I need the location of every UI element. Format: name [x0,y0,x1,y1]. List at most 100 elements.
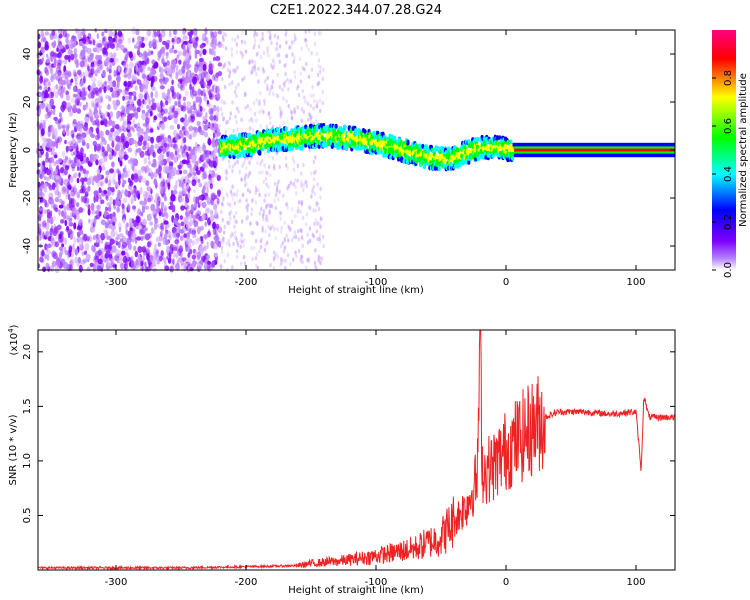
noise-speck [47,125,51,133]
noise-speck [210,31,215,39]
noise-speck [202,115,207,122]
noise-speck [65,94,71,101]
noise-speck [160,46,166,54]
faint-speck [304,37,307,43]
noise-speck [178,191,183,199]
noise-speck [90,202,95,211]
noise-speck [185,52,190,61]
noise-speck [71,197,75,206]
faint-speck [246,207,249,213]
noise-speck [96,127,100,135]
faint-speck [221,76,224,82]
faint-speck [236,159,239,165]
noise-speck [189,249,193,255]
noise-speck [137,246,143,253]
faint-speck [315,119,318,124]
faint-speck [260,159,264,164]
faint-speck [285,99,288,104]
faint-speck [235,248,239,254]
faint-speck [278,84,281,90]
noise-speck [61,100,67,108]
noise-speck [211,260,216,268]
faint-speck [261,228,264,233]
noise-speck [116,111,119,120]
noise-speck [206,264,212,273]
noise-speck [177,123,180,130]
noise-speck [107,95,111,102]
noise-speck [49,51,55,57]
faint-speck [225,191,228,196]
faint-speck [259,38,263,43]
noise-speck [79,154,84,162]
faint-speck [276,35,280,40]
noise-speck [69,142,74,150]
signal-speck [309,123,313,129]
noise-speck [136,41,141,46]
faint-speck [232,241,235,247]
noise-speck [151,98,155,103]
faint-speck [313,260,317,266]
noise-speck [146,104,150,110]
signal-speck [382,153,386,158]
noise-speck [156,29,161,38]
faint-speck [316,236,319,242]
faint-speck [314,208,317,213]
noise-speck [45,222,50,231]
noise-speck [136,106,141,113]
faint-speck [314,41,317,46]
noise-speck [39,75,44,84]
noise-speck [217,190,221,198]
noise-speck [121,244,125,250]
noise-speck [84,242,90,251]
noise-speck [112,211,116,217]
noise-speck [107,74,112,81]
noise-speck [52,107,56,116]
noise-speck [129,184,134,193]
noise-speck [109,86,114,93]
signal-speck [340,133,345,139]
noise-speck [70,78,74,83]
noise-speck [95,195,99,203]
signal-speck [293,132,297,138]
noise-speck [192,41,198,49]
noise-speck [60,200,66,205]
faint-speck [235,42,239,47]
signal-speck [236,154,240,159]
signal-speck [317,144,321,149]
faint-speck [243,183,247,188]
faint-speck [292,234,296,240]
noise-speck [127,113,133,121]
faint-speck [294,234,298,240]
faint-speck [271,80,275,85]
noise-speck [154,243,157,251]
faint-speck [278,210,282,216]
noise-speck [73,47,78,54]
noise-speck [96,168,101,175]
noise-speck [132,165,135,172]
faint-speck [223,84,227,90]
noise-speck [95,89,100,97]
signal-speck [240,145,244,151]
noise-speck [217,41,223,48]
noise-speck [57,36,61,45]
faint-speck [313,170,316,176]
noise-speck [160,100,163,108]
noise-speck [166,138,172,145]
noise-speck [124,95,129,101]
noise-speck [132,232,137,240]
noise-speck [134,250,138,258]
faint-speck [231,37,234,42]
noise-speck [159,73,164,78]
faint-speck [297,248,301,254]
faint-speck [274,192,278,198]
noise-speck [132,119,136,125]
noise-speck [198,182,203,188]
noise-speck [121,189,124,194]
faint-speck [265,214,268,219]
noise-speck [63,29,68,38]
noise-speck [115,236,119,244]
noise-speck [57,88,62,96]
noise-speck [46,254,50,261]
noise-speck [187,205,190,213]
